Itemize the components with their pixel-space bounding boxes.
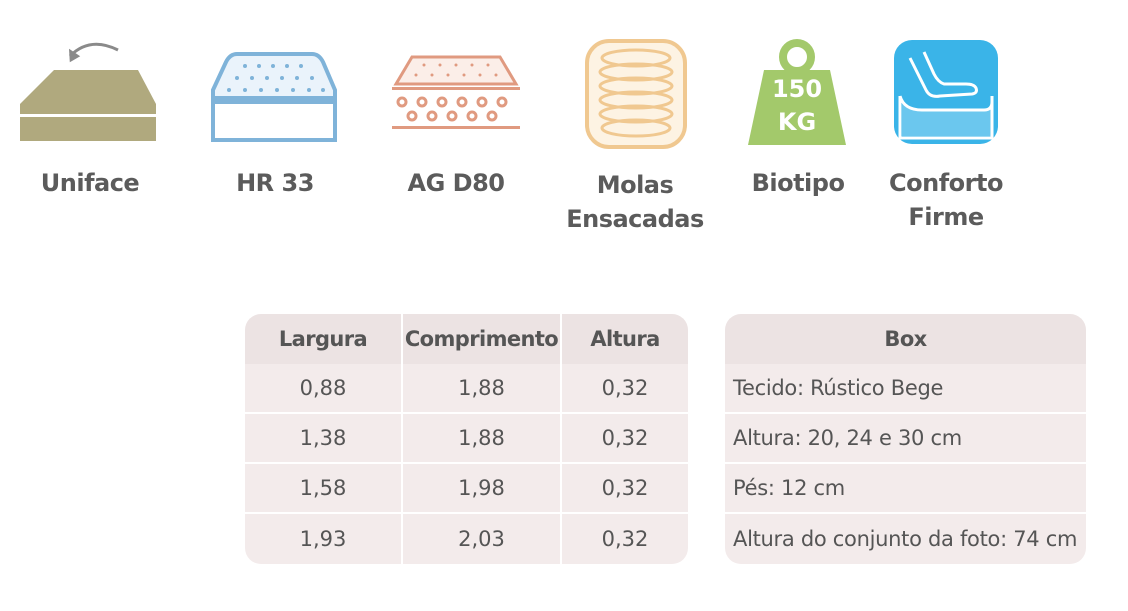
foam-hr-icon xyxy=(211,52,337,142)
cell-largura: 0,88 xyxy=(245,364,403,414)
table-row: Altura: 20, 24 e 30 cm xyxy=(725,414,1086,464)
feature-molas-ensacadas: Molas Ensacadas xyxy=(555,0,715,240)
box-table: Box Tecido: Rústico Bege Altura: 20, 24 … xyxy=(725,314,1086,564)
table-row: 1,58 1,98 0,32 xyxy=(245,464,688,514)
feature-label: Molas Ensacadas xyxy=(566,171,704,233)
feature-conforto-firme: Conforto Firme xyxy=(866,0,1026,240)
weight-icon xyxy=(748,39,846,145)
box-spec-conjunto: Altura do conjunto da foto: 74 cm xyxy=(725,514,1086,564)
header-box: Box xyxy=(725,314,1086,364)
table-row: 0,88 1,88 0,32 xyxy=(245,364,688,414)
box-spec-pes: Pés: 12 cm xyxy=(725,464,1086,514)
cell-largura: 1,38 xyxy=(245,414,403,464)
feature-biotipo: 150 KG Biotipo xyxy=(718,0,878,240)
table-header-row: Box xyxy=(725,314,1086,364)
table-row: Altura do conjunto da foto: 74 cm xyxy=(725,514,1086,564)
feature-label: Conforto Firme xyxy=(889,169,1003,231)
cell-altura: 0,32 xyxy=(562,414,688,464)
cell-largura: 1,93 xyxy=(245,514,403,564)
header-largura: Largura xyxy=(245,314,403,364)
dimensions-table: Largura Comprimento Altura 0,88 1,88 0,3… xyxy=(245,314,688,564)
foam-ag-icon xyxy=(392,55,520,129)
table-header-row: Largura Comprimento Altura xyxy=(245,314,688,364)
box-spec-altura: Altura: 20, 24 e 30 cm xyxy=(725,414,1086,464)
feature-label: Uniface xyxy=(40,169,140,197)
table-row: Tecido: Rústico Bege xyxy=(725,364,1086,414)
pocket-springs-icon xyxy=(585,39,687,149)
feature-label: HR 33 xyxy=(236,169,314,197)
table-row: 1,38 1,88 0,32 xyxy=(245,414,688,464)
header-altura: Altura xyxy=(562,314,688,364)
mattress-flip-icon xyxy=(20,42,156,141)
feature-label: AG D80 xyxy=(407,169,505,197)
cell-altura: 0,32 xyxy=(562,364,688,414)
box-spec-tecido: Tecido: Rústico Bege xyxy=(725,364,1086,414)
feature-hr33: HR 33 xyxy=(195,0,355,240)
cell-comprimento: 1,98 xyxy=(403,464,562,514)
feature-uniface: Uniface xyxy=(10,0,170,240)
cell-comprimento: 1,88 xyxy=(403,364,562,414)
cell-comprimento: 2,03 xyxy=(403,514,562,564)
feature-agd80: AG D80 xyxy=(376,0,536,240)
cell-largura: 1,58 xyxy=(245,464,403,514)
table-row: 1,93 2,03 0,32 xyxy=(245,514,688,564)
header-comprimento: Comprimento xyxy=(403,314,562,364)
firm-comfort-icon xyxy=(894,40,998,144)
cell-altura: 0,32 xyxy=(562,514,688,564)
feature-label: Biotipo xyxy=(751,169,845,197)
cell-comprimento: 1,88 xyxy=(403,414,562,464)
cell-altura: 0,32 xyxy=(562,464,688,514)
weight-value: 150 KG xyxy=(771,75,823,136)
table-row: Pés: 12 cm xyxy=(725,464,1086,514)
